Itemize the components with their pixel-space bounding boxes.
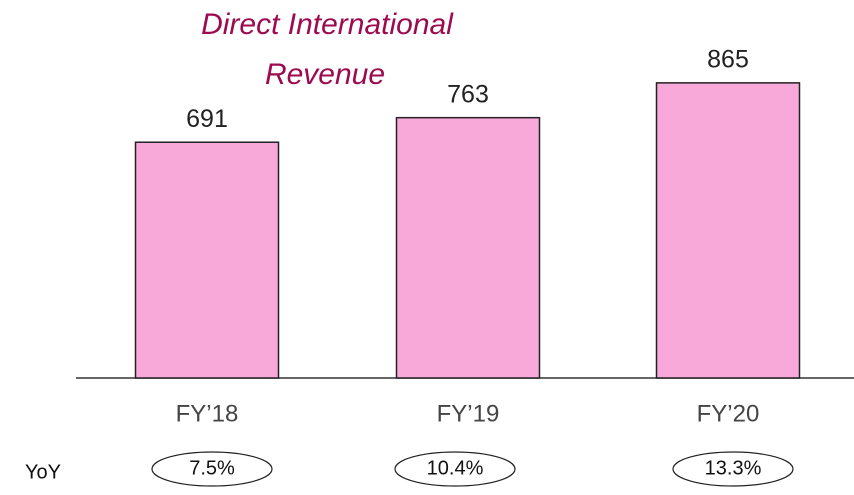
yoy-value: 10.4% — [427, 457, 484, 479]
yoy-badge — [394, 451, 516, 487]
yoy-badge — [672, 451, 794, 487]
bar — [395, 116, 541, 379]
yoy-value: 13.3% — [705, 457, 762, 479]
x-tick-label: FY’19 — [437, 400, 500, 427]
value-label: 763 — [447, 80, 489, 108]
x-tick-label: FY’20 — [697, 400, 760, 427]
yoy-badge — [151, 451, 273, 487]
x-tick-label: FY’18 — [176, 400, 239, 427]
value-label: 691 — [186, 105, 228, 133]
bar — [655, 82, 801, 379]
yoy-label: YoY — [25, 461, 61, 483]
bar — [134, 141, 280, 379]
value-label: 865 — [707, 45, 749, 73]
yoy-value: 7.5% — [189, 457, 235, 479]
chart-title: Direct International — [201, 8, 454, 41]
chart-title: Revenue — [265, 58, 385, 91]
